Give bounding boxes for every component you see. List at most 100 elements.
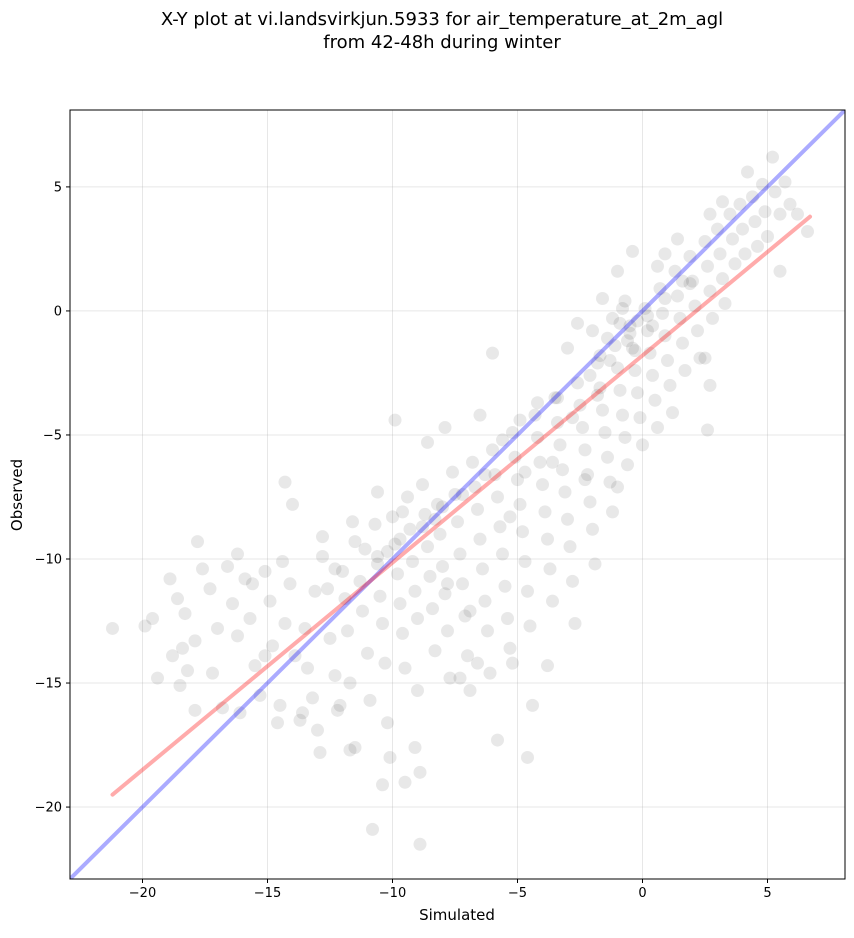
data-point [301,661,314,675]
data-point [258,649,272,663]
data-point [468,480,482,494]
data-point [376,616,389,630]
data-point [538,505,552,519]
data-point [188,634,202,648]
data-point [253,688,267,702]
data-point [388,413,402,427]
data-point [551,391,564,405]
data-point [381,716,394,730]
data-point [673,311,687,325]
data-point [641,324,654,338]
identity-line [70,110,845,879]
data-point [508,450,522,464]
data-point [216,701,229,715]
data-point [166,649,179,663]
data-point [378,656,392,670]
data-point [353,574,367,588]
data-point [733,197,747,211]
data-point [566,574,579,588]
data-point [561,341,574,355]
data-point [336,564,349,578]
data-point [188,703,202,717]
data-point [551,416,564,430]
data-point [553,438,567,452]
data-point [366,822,379,836]
data-point [393,532,407,546]
data-point [493,520,507,534]
data-point [211,621,224,635]
data-point [603,475,617,489]
x-axis-label: Simulated [419,906,495,924]
data-point [531,430,544,444]
data-point [276,554,289,568]
data-point [758,205,772,219]
data-point [713,247,727,261]
data-point [623,326,637,340]
data-point [651,421,664,435]
y-tick-label: −10 [35,552,62,567]
y-axis-label: Observed [8,459,26,531]
data-point [748,215,762,229]
data-point [491,490,504,504]
data-point [486,443,499,457]
data-point [496,433,509,447]
data-point [226,597,239,611]
data-point [401,490,414,504]
chart-title-line-2: from 42-48h during winter [323,32,561,53]
data-point [563,540,577,554]
data-point [106,621,119,635]
data-point [453,547,467,561]
data-point [586,324,599,338]
data-point [631,386,644,400]
data-point [298,621,312,635]
data-point [398,661,412,675]
data-point [333,698,347,712]
data-point [348,535,362,549]
data-point [661,354,674,368]
data-point [616,408,629,422]
data-point [516,525,529,539]
data-point [388,537,402,551]
data-point [573,398,587,412]
data-point [648,393,662,407]
data-point [498,579,512,593]
data-point [266,639,279,653]
data-point [518,554,532,568]
data-point [773,264,787,278]
data-point [206,666,219,680]
data-point [191,535,204,549]
data-point [536,478,549,492]
data-point [631,314,644,328]
data-point [606,505,619,519]
data-point [568,616,582,630]
data-point [658,292,672,306]
data-point [641,309,654,323]
data-point [421,540,434,554]
data-point [313,745,327,759]
data-point [611,264,624,278]
data-point [728,257,742,271]
data-point [403,522,417,536]
data-point [361,646,374,660]
data-point [413,765,427,779]
data-point [703,378,717,392]
data-point [658,247,672,261]
data-point [406,554,419,568]
data-point [371,557,384,571]
data-point [408,741,422,755]
data-point [316,550,329,564]
data-point [436,559,449,573]
data-point [331,703,344,717]
data-point [608,339,622,353]
data-point [138,619,152,633]
data-point [496,547,509,561]
data-point [676,336,689,350]
data-point [411,612,424,626]
x-tick-label: −20 [129,886,156,901]
x-axis-ticks: −20 −15 −10 −5 0 5 [129,879,772,901]
data-point [363,693,377,707]
data-point [263,594,277,608]
data-point [321,582,334,596]
data-point [231,629,244,643]
data-point [683,249,697,263]
